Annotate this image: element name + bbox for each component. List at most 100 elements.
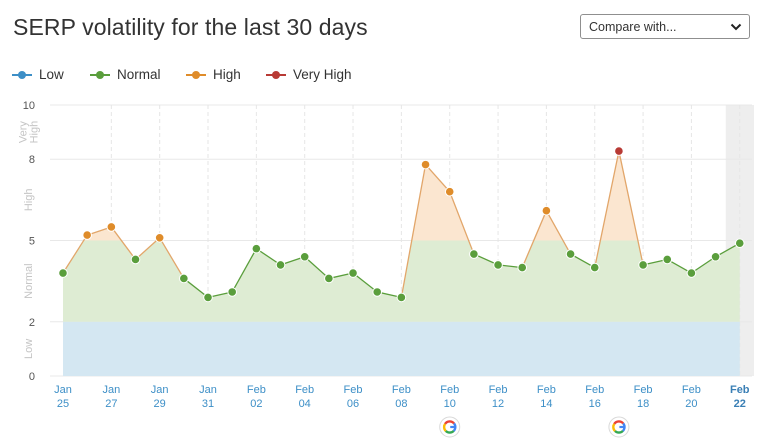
data-point-feb-10 bbox=[444, 186, 455, 197]
y-tick-label-0: 0 bbox=[29, 371, 35, 383]
data-point-feb-19 bbox=[662, 254, 673, 265]
series-segment bbox=[110, 226, 137, 260]
data-point-feb-01 bbox=[227, 287, 237, 297]
x-tick-day: 22 bbox=[734, 398, 746, 410]
zone-label-word: High bbox=[29, 121, 41, 144]
chevron-down-icon bbox=[730, 23, 742, 31]
data-point-jan-30 bbox=[179, 273, 189, 284]
x-tick-day: 31 bbox=[202, 398, 214, 410]
series-segment bbox=[183, 277, 209, 298]
legend-marker-normal-icon bbox=[90, 71, 110, 79]
data-point-jan-31 bbox=[203, 292, 213, 303]
x-tick-month: Feb bbox=[440, 384, 459, 396]
series-segment bbox=[691, 256, 716, 274]
data-point-feb-06 bbox=[348, 268, 358, 278]
compare-with-dropdown[interactable]: Compare with... bbox=[580, 14, 750, 39]
zone-label-word: Normal bbox=[23, 263, 35, 298]
x-tick-month: Feb bbox=[344, 384, 363, 396]
legend-label-high: High bbox=[213, 67, 241, 82]
x-tick-month: Feb bbox=[537, 384, 556, 396]
google-g-icon bbox=[608, 416, 630, 438]
compare-with-label: Compare with... bbox=[589, 20, 677, 34]
zone-label-high: High bbox=[23, 189, 35, 212]
x-tick-day: 25 bbox=[57, 398, 69, 410]
x-tick-month: Feb bbox=[247, 384, 266, 396]
legend-label-very-high: Very High bbox=[293, 67, 352, 82]
google-arc bbox=[614, 429, 624, 434]
series-segment bbox=[304, 256, 330, 279]
x-tick-month: Feb bbox=[295, 384, 314, 396]
x-tick-day: 27 bbox=[105, 398, 117, 410]
data-point-feb-17 bbox=[614, 146, 624, 156]
x-tick-day: 10 bbox=[444, 398, 456, 410]
series-segment bbox=[135, 237, 161, 260]
data-point-feb-02 bbox=[251, 243, 262, 254]
area-zone-normal bbox=[63, 240, 740, 322]
series-segment bbox=[255, 248, 281, 266]
series-segment bbox=[618, 150, 644, 266]
y-tick-label-5: 5 bbox=[29, 236, 35, 248]
x-tick-month: Feb bbox=[634, 384, 653, 396]
x-tick-day: 04 bbox=[299, 398, 311, 410]
google-arc bbox=[444, 420, 455, 425]
x-tick-day: 08 bbox=[395, 398, 407, 410]
x-tick-day: 20 bbox=[685, 398, 697, 410]
x-tick-day: 29 bbox=[154, 398, 166, 410]
data-point-feb-12 bbox=[493, 260, 503, 270]
y-tick-label-10: 10 bbox=[23, 100, 35, 112]
google-arc bbox=[612, 423, 616, 432]
google-icon-badge bbox=[439, 416, 461, 438]
data-point-feb-09 bbox=[420, 159, 431, 170]
data-point-feb-21 bbox=[710, 251, 721, 262]
data-point-feb-20 bbox=[686, 268, 697, 278]
data-point-feb-03 bbox=[275, 260, 286, 270]
x-tick-day: 14 bbox=[540, 398, 552, 410]
data-point-feb-13 bbox=[517, 262, 528, 273]
legend-label-low: Low bbox=[39, 67, 64, 82]
data-point-jan-27 bbox=[106, 222, 117, 232]
series-segment bbox=[159, 237, 185, 279]
legend-marker-low-icon bbox=[12, 71, 32, 79]
data-point-feb-08 bbox=[396, 292, 407, 303]
series-segment bbox=[352, 272, 378, 293]
x-tick-month: Feb bbox=[585, 384, 604, 396]
x-tick-day: 02 bbox=[250, 398, 262, 410]
y-tick-label-8: 8 bbox=[29, 154, 35, 166]
legend-label-normal: Normal bbox=[117, 67, 161, 82]
data-point-feb-22 bbox=[734, 238, 745, 249]
data-point-jan-26 bbox=[82, 230, 92, 240]
data-point-feb-18 bbox=[638, 260, 648, 270]
x-tick-month: Jan bbox=[151, 384, 169, 396]
x-tick-month: Jan bbox=[102, 384, 120, 396]
x-tick-day: 16 bbox=[589, 398, 601, 410]
series-segment bbox=[231, 248, 257, 293]
google-arc bbox=[444, 429, 455, 434]
data-point-jan-29 bbox=[154, 232, 165, 243]
x-tick-month: Jan bbox=[54, 384, 72, 396]
google-icon-badge bbox=[608, 416, 630, 438]
data-point-jan-28 bbox=[130, 254, 141, 265]
data-point-feb-11 bbox=[469, 249, 479, 259]
series-segment bbox=[594, 150, 620, 268]
series-segment bbox=[62, 234, 88, 274]
data-point-feb-05 bbox=[324, 273, 334, 284]
series-segment bbox=[400, 164, 427, 298]
zone-label-word: Very bbox=[18, 121, 30, 144]
zone-label-low: Low bbox=[23, 339, 35, 359]
series-segment bbox=[449, 191, 475, 255]
zone-label-word: Low bbox=[23, 339, 35, 359]
data-point-feb-15 bbox=[565, 249, 576, 259]
legend-marker-very-high-icon bbox=[266, 71, 286, 79]
x-tick-month: Feb bbox=[730, 384, 750, 396]
x-tick-month: Feb bbox=[682, 384, 701, 396]
google-arc bbox=[613, 420, 625, 425]
data-point-feb-16 bbox=[589, 262, 600, 273]
series-segment bbox=[425, 164, 451, 193]
x-tick-day: 18 bbox=[637, 398, 649, 410]
x-tick-day: 12 bbox=[492, 398, 504, 410]
series-segment bbox=[545, 210, 572, 255]
data-point-feb-14 bbox=[541, 205, 552, 216]
legend-marker-high-icon bbox=[186, 71, 206, 79]
x-tick-month: Feb bbox=[392, 384, 411, 396]
